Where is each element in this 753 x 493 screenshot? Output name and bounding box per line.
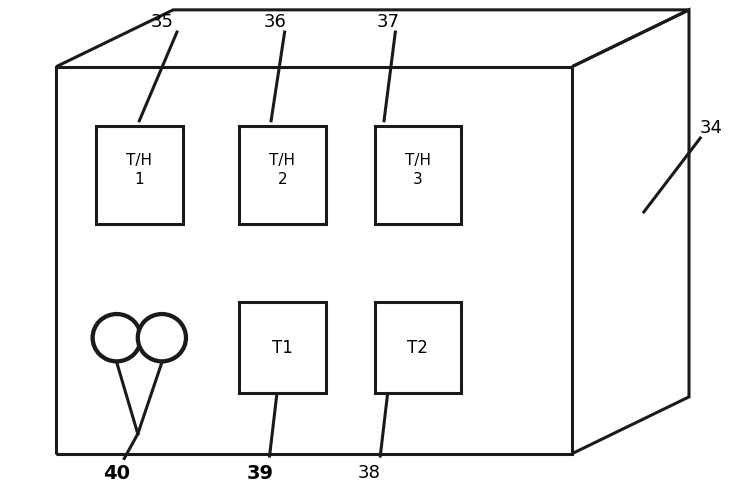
Text: 38: 38 bbox=[358, 464, 380, 482]
Ellipse shape bbox=[138, 314, 186, 361]
Ellipse shape bbox=[93, 314, 141, 361]
Bar bbox=[239, 126, 325, 224]
Bar bbox=[375, 126, 461, 224]
Text: 39: 39 bbox=[246, 464, 273, 483]
Bar bbox=[96, 126, 183, 224]
Text: 34: 34 bbox=[700, 119, 723, 137]
Text: T/H
1: T/H 1 bbox=[127, 153, 152, 187]
Text: 36: 36 bbox=[264, 13, 286, 31]
Bar bbox=[375, 302, 461, 393]
Text: 35: 35 bbox=[151, 13, 173, 31]
Text: T/H
2: T/H 2 bbox=[270, 153, 295, 187]
Text: T1: T1 bbox=[272, 339, 293, 356]
Text: T2: T2 bbox=[407, 339, 428, 356]
Text: 37: 37 bbox=[376, 13, 399, 31]
Bar bbox=[239, 302, 325, 393]
Text: 40: 40 bbox=[103, 464, 130, 483]
Text: T/H
3: T/H 3 bbox=[405, 153, 431, 187]
